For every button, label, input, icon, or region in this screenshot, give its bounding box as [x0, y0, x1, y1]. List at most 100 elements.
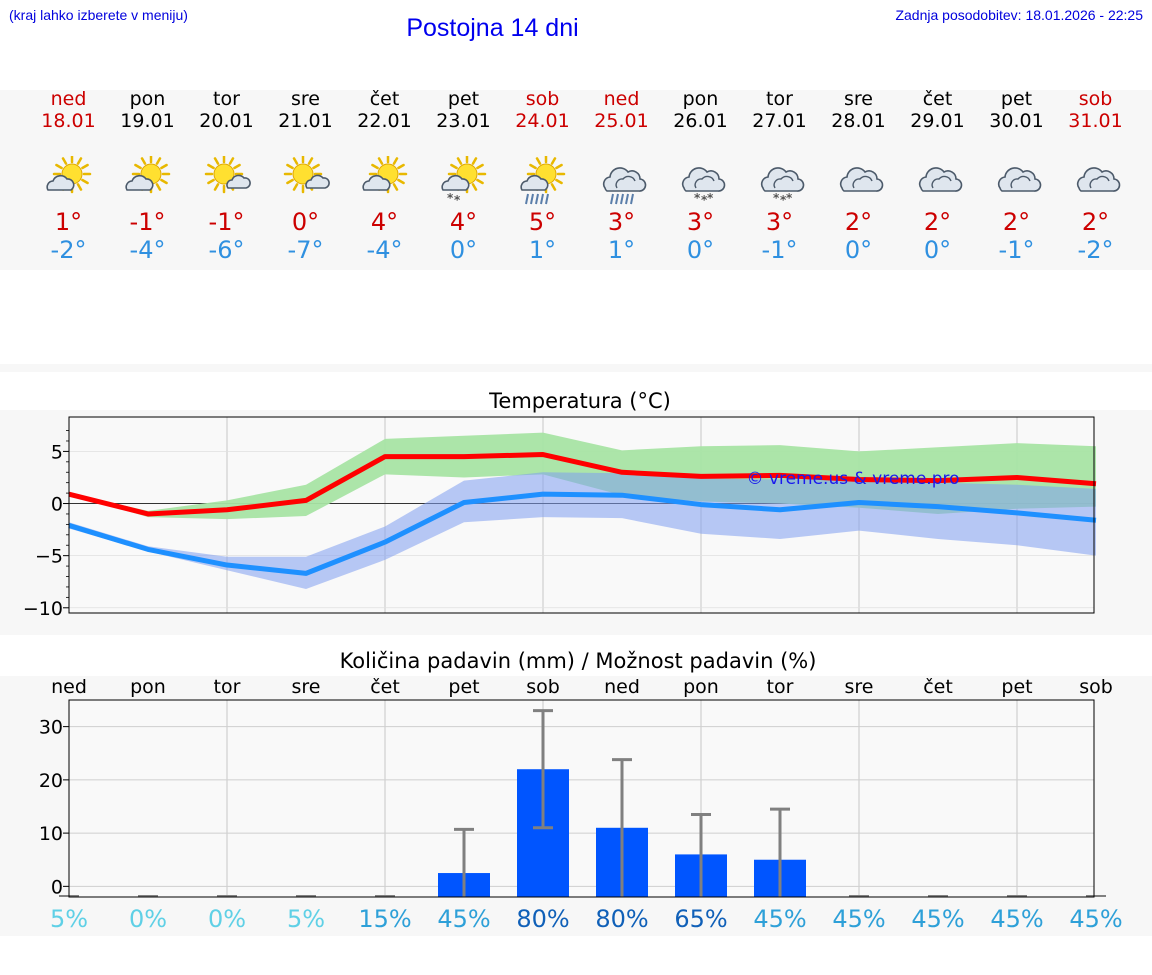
forecast-date: 18.01 — [41, 110, 96, 132]
precipitation-chart: Količina padavin (mm) / Možnost padavin … — [39, 649, 1123, 933]
precipitation-probability-label: 0% — [208, 905, 246, 933]
precipitation-probability-label: 45% — [1069, 905, 1122, 933]
forecast-icon-slot — [898, 134, 977, 208]
temperature-chart-title: Temperatura (°C) — [488, 389, 671, 413]
cloud-rain-icon — [602, 167, 646, 205]
svg-text:*: * — [454, 193, 461, 206]
forecast-icon-slot — [345, 134, 424, 208]
precipitation-day-label: pet — [1001, 676, 1032, 698]
forecast-day-name: ned — [50, 88, 87, 110]
forecast-tmax: -1° — [208, 208, 245, 236]
forecast-date: 25.01 — [594, 110, 649, 132]
forecast-day-name: sob — [1078, 88, 1113, 110]
partly-sunny-icon — [45, 156, 91, 194]
precipitation-day-label: tor — [214, 676, 241, 698]
svg-text:*: * — [780, 193, 787, 206]
temperature-chart: Temperatura (°C) 5 0 −5 −10 © vreme.us & vrem… — [23, 389, 1097, 620]
forecast-day: pon 26.01 * * * 3° 0° — [661, 88, 740, 264]
sun-small-cloud-icon — [283, 156, 330, 194]
forecast-tmax: 4° — [370, 208, 399, 236]
forecast-day-name: čet — [922, 88, 953, 110]
forecast-row: ned 18.01 1° -2° pon 19.01 -1° -4° tor 20.01 -1° -6… — [29, 88, 1135, 264]
precipitation-ytick-label: 30 — [39, 717, 63, 739]
forecast-date: 28.01 — [831, 110, 886, 132]
forecast-day-name: ned — [603, 88, 640, 110]
forecast-band — [0, 90, 1152, 270]
precipitation-day-label: sob — [1079, 676, 1113, 698]
precipitation-probability-label: 5% — [50, 905, 88, 933]
forecast-icon-slot: * * * — [740, 134, 819, 208]
forecast-date: 31.01 — [1068, 110, 1123, 132]
forecast-day-name: sre — [291, 88, 320, 110]
forecast-date: 21.01 — [278, 110, 333, 132]
partly-sunny-rain-icon — [519, 156, 565, 205]
precipitation-plot-area — [69, 700, 1094, 897]
precipitation-plot-frame — [68, 699, 1095, 898]
separator-band — [0, 364, 1152, 372]
forecast-day-name: pet — [1000, 88, 1033, 110]
forecast-date: 23.01 — [436, 110, 491, 132]
forecast-tmax: 0° — [291, 208, 320, 236]
precipitation-probability-label: 65% — [674, 905, 727, 933]
forecast-day: pet 30.01 2° -1° — [977, 88, 1056, 264]
cloudy-icon — [839, 167, 883, 192]
forecast-tmax: 1° — [54, 208, 83, 236]
forecast-day-name: pon — [682, 88, 719, 110]
forecast-icon-slot — [187, 134, 266, 208]
svg-text:*: * — [694, 191, 701, 205]
forecast-icon-slot: * * * — [661, 134, 740, 208]
forecast-day-name: tor — [213, 88, 240, 110]
precipitation-ytick-label: 10 — [39, 823, 63, 845]
forecast-tmin: -2° — [1077, 236, 1114, 264]
forecast-date: 19.01 — [120, 110, 175, 132]
precipitation-probability-label: 45% — [832, 905, 885, 933]
location-menu-link[interactable]: (kraj lahko izberete v meniju) — [9, 7, 188, 23]
max-temperature-line — [68, 452, 1097, 517]
forecast-day-name: pet — [447, 88, 480, 110]
forecast-tmax: 3° — [686, 208, 715, 236]
sun-small-cloud-icon — [204, 156, 251, 194]
forecast-tmin: -6° — [208, 236, 245, 264]
precipitation-probability-label: 80% — [595, 905, 648, 933]
precipitation-day-label: pet — [448, 676, 479, 698]
precipitation-day-label: pon — [130, 676, 166, 698]
precipitation-probability-label: 45% — [437, 905, 490, 933]
min-temperature-band — [69, 472, 1096, 590]
forecast-tmin: -2° — [50, 236, 87, 264]
precipitation-probability-label: 5% — [287, 905, 325, 933]
precipitation-day-label: čet — [923, 676, 953, 698]
forecast-date: 24.01 — [515, 110, 570, 132]
forecast-tmax: 2° — [923, 208, 952, 236]
forecast-tmax: 2° — [1002, 208, 1031, 236]
forecast-tmax: 2° — [1081, 208, 1110, 236]
forecast-day: sre 21.01 0° -7° — [266, 88, 345, 264]
cloud-snow-icon: * * * — [681, 167, 725, 206]
svg-text:*: * — [701, 193, 708, 206]
precipitation-probability-label: 80% — [516, 905, 569, 933]
forecast-day: ned 18.01 1° -2° — [29, 88, 108, 264]
forecast-tmin: 0° — [686, 236, 715, 264]
forecast-icon-slot — [266, 134, 345, 208]
svg-text:*: * — [447, 191, 454, 205]
forecast-tmin: -1° — [998, 236, 1035, 264]
temperature-ytick-label: −5 — [35, 546, 63, 568]
forecast-date: 26.01 — [673, 110, 728, 132]
forecast-tmin: 1° — [528, 236, 557, 264]
forecast-icon-slot — [29, 134, 108, 208]
precipitation-probability-label: 45% — [753, 905, 806, 933]
forecast-icon-slot: * * — [424, 134, 503, 208]
forecast-tmin: -4° — [366, 236, 403, 264]
forecast-icon-slot — [819, 134, 898, 208]
cloudy-icon — [1076, 167, 1120, 192]
forecast-tmax: -1° — [129, 208, 166, 236]
forecast-icon-slot — [582, 134, 661, 208]
precipitation-ytick-label: 20 — [39, 770, 63, 792]
precipitation-day-label: ned — [604, 676, 640, 698]
forecast-day: pet 23.01 * * 4° 0° — [424, 88, 503, 264]
partly-sunny-icon — [124, 156, 170, 194]
cloudy-icon — [918, 167, 962, 192]
precipitation-day-label: sre — [292, 676, 321, 698]
forecast-tmin: -7° — [287, 236, 324, 264]
forecast-tmin: 0° — [449, 236, 478, 264]
forecast-date: 30.01 — [989, 110, 1044, 132]
